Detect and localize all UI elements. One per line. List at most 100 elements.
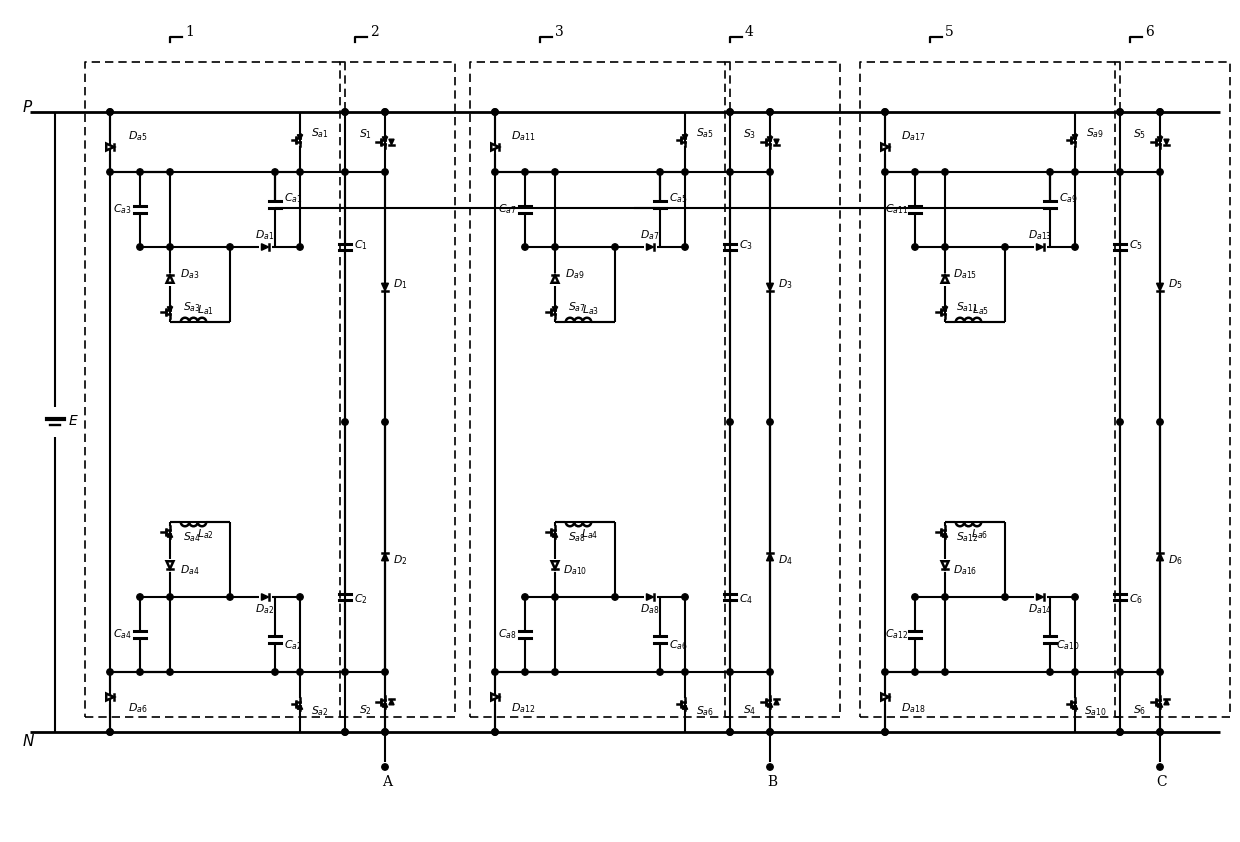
Polygon shape — [382, 283, 388, 290]
Polygon shape — [552, 275, 558, 283]
Polygon shape — [107, 694, 114, 701]
Circle shape — [1157, 669, 1163, 675]
Polygon shape — [1157, 283, 1163, 290]
Polygon shape — [1037, 243, 1044, 250]
Text: $C_{a3}$: $C_{a3}$ — [113, 203, 131, 216]
Circle shape — [1157, 418, 1163, 425]
Text: $D_{a7}$: $D_{a7}$ — [640, 228, 660, 242]
Text: 5: 5 — [945, 24, 954, 39]
Text: $D_{a8}$: $D_{a8}$ — [640, 602, 660, 616]
Text: $D_{a18}$: $D_{a18}$ — [900, 701, 925, 715]
Polygon shape — [1164, 699, 1169, 705]
Text: $C_6$: $C_6$ — [1130, 592, 1143, 606]
Circle shape — [382, 729, 388, 735]
Polygon shape — [646, 243, 653, 250]
Text: $C_4$: $C_4$ — [739, 592, 753, 606]
Text: $D_{a3}$: $D_{a3}$ — [180, 267, 200, 281]
Text: $S_{a9}$: $S_{a9}$ — [1086, 126, 1104, 140]
Circle shape — [882, 109, 888, 115]
Circle shape — [107, 729, 113, 735]
Polygon shape — [389, 699, 394, 705]
Circle shape — [107, 168, 113, 175]
Text: $C_{a10}$: $C_{a10}$ — [1056, 638, 1080, 653]
Circle shape — [766, 109, 774, 115]
Text: $D_5$: $D_5$ — [1168, 277, 1182, 290]
Circle shape — [167, 594, 174, 600]
Text: $P$: $P$ — [22, 99, 33, 115]
Circle shape — [382, 764, 388, 770]
Circle shape — [1117, 109, 1123, 115]
Text: $D_{a5}$: $D_{a5}$ — [128, 129, 148, 143]
Polygon shape — [166, 275, 174, 283]
Text: $S_2$: $S_2$ — [358, 703, 372, 717]
Text: $D_4$: $D_4$ — [777, 553, 792, 567]
Text: $D_{a4}$: $D_{a4}$ — [180, 563, 200, 577]
Circle shape — [342, 729, 348, 735]
Circle shape — [167, 168, 174, 175]
Text: $C_5$: $C_5$ — [1130, 238, 1143, 252]
Circle shape — [107, 669, 113, 675]
Text: $L_{a5}$: $L_{a5}$ — [971, 303, 988, 317]
Text: $S_{a10}$: $S_{a10}$ — [1084, 704, 1106, 718]
Text: $C_{a4}$: $C_{a4}$ — [113, 627, 131, 642]
Circle shape — [727, 168, 733, 175]
Text: B: B — [766, 775, 777, 789]
Text: $D_{a16}$: $D_{a16}$ — [952, 563, 977, 577]
Circle shape — [492, 109, 498, 115]
Text: $D_2$: $D_2$ — [393, 553, 407, 567]
Circle shape — [107, 109, 113, 115]
Circle shape — [942, 244, 949, 250]
Polygon shape — [941, 562, 949, 568]
Circle shape — [342, 109, 348, 115]
Text: $S_{a5}$: $S_{a5}$ — [696, 126, 714, 140]
Circle shape — [296, 669, 304, 675]
Text: $C_3$: $C_3$ — [739, 238, 753, 252]
Text: $C_{a5}$: $C_{a5}$ — [668, 192, 687, 205]
Circle shape — [296, 244, 304, 250]
Circle shape — [1157, 764, 1163, 770]
Circle shape — [522, 594, 528, 600]
Circle shape — [682, 669, 688, 675]
Polygon shape — [262, 594, 269, 600]
Circle shape — [342, 109, 348, 115]
Text: $D_1$: $D_1$ — [393, 277, 407, 290]
Text: $S_{a7}$: $S_{a7}$ — [568, 300, 587, 314]
Circle shape — [492, 168, 498, 175]
Circle shape — [136, 594, 143, 600]
Polygon shape — [774, 699, 779, 705]
Text: 6: 6 — [1145, 24, 1153, 39]
Text: $L_{a3}$: $L_{a3}$ — [582, 303, 599, 317]
Text: 2: 2 — [370, 24, 378, 39]
Circle shape — [342, 168, 348, 175]
Circle shape — [1047, 168, 1053, 175]
Circle shape — [766, 418, 774, 425]
Circle shape — [727, 109, 733, 115]
Circle shape — [492, 669, 498, 675]
Text: $C_2$: $C_2$ — [355, 592, 368, 606]
Polygon shape — [1037, 594, 1044, 600]
Circle shape — [942, 669, 949, 675]
Circle shape — [611, 244, 619, 250]
Circle shape — [1117, 418, 1123, 425]
Text: $C_{a9}$: $C_{a9}$ — [1059, 192, 1078, 205]
Polygon shape — [491, 694, 498, 701]
Circle shape — [1157, 729, 1163, 735]
Text: 1: 1 — [185, 24, 193, 39]
Circle shape — [136, 168, 143, 175]
Polygon shape — [941, 275, 949, 283]
Circle shape — [766, 109, 774, 115]
Text: $D_{a11}$: $D_{a11}$ — [511, 129, 536, 143]
Text: $S_{a6}$: $S_{a6}$ — [696, 704, 714, 718]
Text: $D_{a15}$: $D_{a15}$ — [954, 267, 977, 281]
Text: $N$: $N$ — [22, 733, 35, 749]
Circle shape — [522, 669, 528, 675]
Polygon shape — [166, 562, 174, 568]
Circle shape — [227, 244, 233, 250]
Text: $L_{a1}$: $L_{a1}$ — [197, 303, 213, 317]
Text: $D_{a14}$: $D_{a14}$ — [1028, 602, 1052, 616]
Circle shape — [552, 168, 558, 175]
Circle shape — [766, 669, 774, 675]
Circle shape — [882, 168, 888, 175]
Circle shape — [1047, 669, 1053, 675]
Circle shape — [552, 244, 558, 250]
